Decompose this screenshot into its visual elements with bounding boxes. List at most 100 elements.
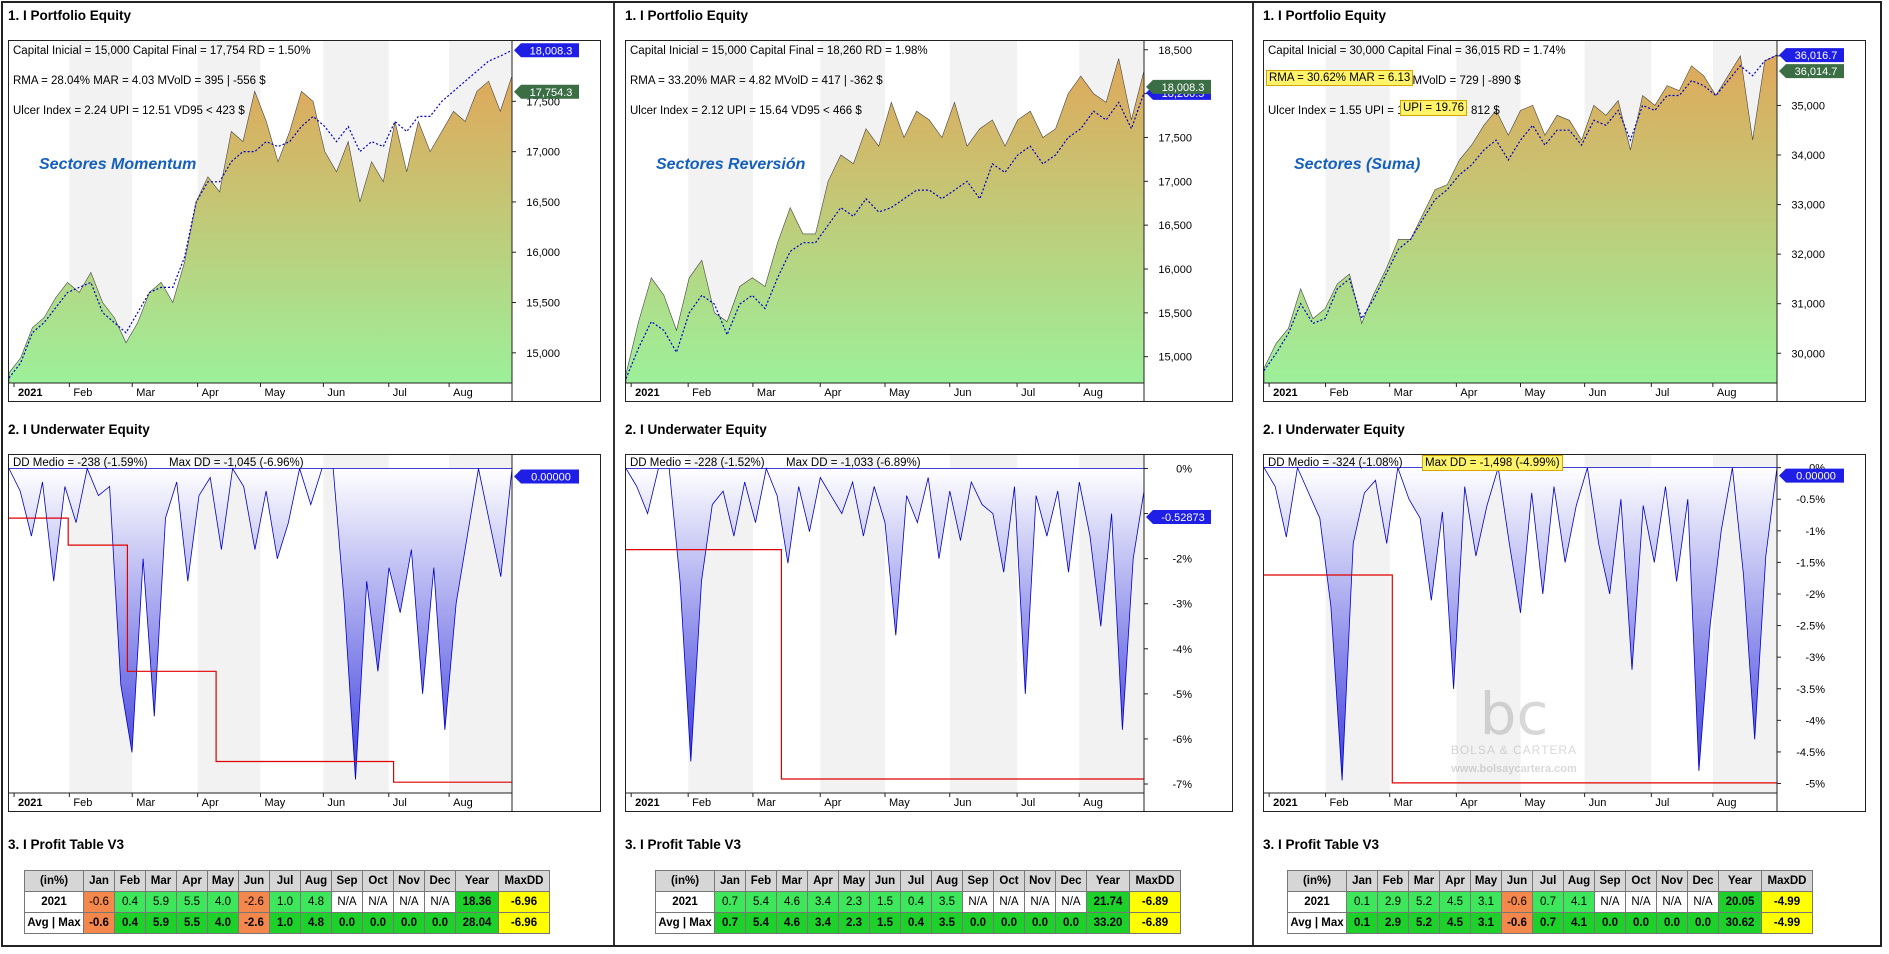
y-tick-label: 15,000 xyxy=(1158,352,1192,364)
y-tick-label: 32,000 xyxy=(1791,249,1825,261)
column-reversion: 1. I Portfolio Equity 2. I Underwater Equ… xyxy=(625,0,1245,946)
table-header-cell: Feb xyxy=(114,870,146,892)
table-cell: Avg | Max xyxy=(1287,912,1347,934)
table-cell: 1.0 xyxy=(269,891,301,913)
x-tick-label: Jul xyxy=(1655,797,1669,809)
table-header-cell: Mar xyxy=(145,870,177,892)
y-tick-label: -5% xyxy=(1172,689,1192,701)
y-tick-label: 16,000 xyxy=(1158,264,1192,276)
table-header-cell: Oct xyxy=(993,870,1025,892)
x-tick-label: May xyxy=(265,387,286,399)
table-header-cell: Sep xyxy=(331,870,363,892)
y-tick-label: 15,500 xyxy=(1158,308,1192,320)
table-cell: 5.5 xyxy=(176,912,208,934)
column-suma: 1. I Portfolio Equity 2. I Underwater Equ… xyxy=(1263,0,1878,946)
value-badge: 0.00000 xyxy=(1779,468,1844,483)
y-tick-label: 17,500 xyxy=(526,96,560,108)
table-cell: 4.5 xyxy=(1439,891,1471,913)
value-badge: 18,008.3 xyxy=(1146,79,1211,94)
equity-panel: 15,000 15,500 16,000 16,500 17,000 17,500 18,0… xyxy=(625,40,1233,402)
table-header-cell: Sep xyxy=(1594,870,1626,892)
x-tick-label: Mar xyxy=(757,797,776,809)
profit-table: (in%) Jan Feb Mar Apr May Jun Jul Aug Sep Oct Nov De… xyxy=(24,870,550,934)
table-row: Avg | Max 0.7 5.4 4.6 3.4 2.3 1.5 0.4 3.5 0.0 0.0 0… xyxy=(655,912,1181,934)
table-cell: Avg | Max xyxy=(24,912,84,934)
equity-section-title: 1. I Portfolio Equity xyxy=(625,8,749,23)
table-cell: 3.5 xyxy=(931,912,963,934)
svg-text:17,754.3: 17,754.3 xyxy=(530,87,573,99)
x-tick-label: May xyxy=(889,797,910,809)
profit-section-title: 3. I Profit Table V3 xyxy=(8,837,125,852)
table-header-cell: (in%) xyxy=(655,870,715,892)
svg-text:36,014.7: 36,014.7 xyxy=(1795,66,1838,78)
table-cell: 0.7 xyxy=(714,891,746,913)
stats-line: RMA = 28.04% MAR = 4.03 MVolD = 395 | -5… xyxy=(13,75,266,87)
table-cell: N/A xyxy=(993,891,1025,913)
x-tick-label: Apr xyxy=(824,387,841,399)
table-cell: N/A xyxy=(1594,891,1626,913)
table-header-cell: Mar xyxy=(776,870,808,892)
table-cell: 2.9 xyxy=(1377,891,1409,913)
y-tick-label: 17,000 xyxy=(526,147,560,159)
table-cell: 2.9 xyxy=(1377,912,1409,934)
table-cell: 0.0 xyxy=(424,912,456,934)
table-header-cell: Jul xyxy=(1532,870,1564,892)
table-header-cell: May xyxy=(207,870,239,892)
table-cell: 0.4 xyxy=(900,912,932,934)
table-cell: 0.0 xyxy=(331,912,363,934)
table-cell: 33.20 xyxy=(1086,912,1130,934)
table-cell: 18.36 xyxy=(455,891,499,913)
table-header-cell: (in%) xyxy=(1287,870,1347,892)
stats-line: RMA = 33.20% MAR = 4.82 MVolD = 417 | -3… xyxy=(630,75,883,87)
table-header-row: (in%) Jan Feb Mar Apr May Jun Jul Aug Sep Oct Nov De… xyxy=(655,870,1181,892)
x-tick-label: Jul xyxy=(1655,387,1669,399)
dd-medio: DD Medio = -238 (-1.59%) xyxy=(13,457,148,469)
x-tick-label: Apr xyxy=(824,797,841,809)
table-cell: N/A xyxy=(362,891,394,913)
y-tick-label: 17,500 xyxy=(1158,132,1192,144)
y-tick-label: 16,000 xyxy=(526,247,560,259)
stats-line: Ulcer Index = 2.24 UPI = 12.51 VD95 < 42… xyxy=(13,105,245,117)
table-cell: N/A xyxy=(1656,891,1688,913)
table-cell: N/A xyxy=(1625,891,1657,913)
table-header-cell: Jun xyxy=(1501,870,1533,892)
table-cell: -0.6 xyxy=(1501,912,1533,934)
x-tick-label: May xyxy=(889,387,910,399)
svg-text:36,016.7: 36,016.7 xyxy=(1795,50,1838,62)
table-header-cell: Year xyxy=(1086,870,1130,892)
table-header-cell: Aug xyxy=(931,870,963,892)
table-header-cell: Feb xyxy=(745,870,777,892)
table-cell: N/A xyxy=(424,891,456,913)
y-tick-label: 16,500 xyxy=(1158,220,1192,232)
x-tick-label: Mar xyxy=(1394,387,1413,399)
equity-panel: 30,000 31,000 32,000 33,000 34,000 35,000 36,0… xyxy=(1263,40,1866,402)
table-header-cell: Jun xyxy=(238,870,270,892)
x-tick-label: Mar xyxy=(136,797,155,809)
table-cell: 0.0 xyxy=(962,912,994,934)
benchmark-line xyxy=(1263,54,1778,371)
y-tick-label: 16,500 xyxy=(526,197,560,209)
table-cell: 0.1 xyxy=(1346,891,1378,913)
table-cell: 0.7 xyxy=(714,912,746,934)
value-badge: 0.00000 xyxy=(514,469,579,484)
table-cell: -6.96 xyxy=(498,891,550,913)
table-header-cell: (in%) xyxy=(24,870,84,892)
y-tick-label: -4.5% xyxy=(1796,747,1825,759)
underwater-panel: 0%-1%-2%-3%-4%-5%-6%-7%2021FebMarAprMayJ… xyxy=(625,454,1233,812)
x-tick-label: Feb xyxy=(1330,797,1349,809)
table-cell: 28.04 xyxy=(455,912,499,934)
x-tick-label: Aug xyxy=(453,387,473,399)
y-tick-label: -2.5% xyxy=(1796,621,1825,633)
table-header-cell: MaxDD xyxy=(498,870,550,892)
table-cell: -0.6 xyxy=(83,891,115,913)
table-cell: -6.89 xyxy=(1129,912,1181,934)
x-tick-label: Jun xyxy=(1589,797,1607,809)
column-divider xyxy=(613,3,615,945)
table-cell: N/A xyxy=(962,891,994,913)
equity-chart-reversion: 15,000 15,500 16,000 16,500 17,000 17,500 18,0… xyxy=(625,41,1211,401)
x-tick-label: Feb xyxy=(73,387,92,399)
x-tick-label: Jun xyxy=(954,387,972,399)
x-tick-label: Apr xyxy=(1460,797,1477,809)
table-cell: 0.0 xyxy=(1656,912,1688,934)
max-dd: Max DD = -1,033 (-6.89%) xyxy=(786,457,921,469)
